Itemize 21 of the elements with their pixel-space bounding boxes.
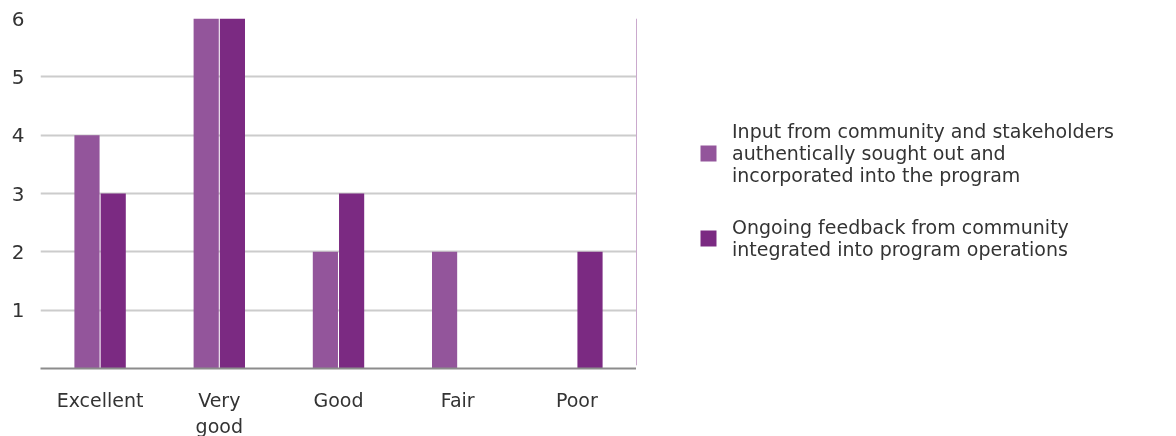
y-tick-label: 4 xyxy=(11,123,25,148)
legend-label: Ongoing feedback from community integrated into program operations xyxy=(732,216,1069,260)
y-tick-label: 2 xyxy=(11,239,25,264)
bar xyxy=(339,193,365,369)
bar xyxy=(432,251,458,369)
bar xyxy=(219,18,245,369)
y-tick-label: 3 xyxy=(11,181,25,206)
x-tick-label: Good xyxy=(313,388,364,411)
x-tick-label: Very good xyxy=(195,388,243,436)
legend-label: Input from community and stakeholders authentically sought out and incorporated into the program xyxy=(732,120,1114,186)
x-tick-label: Fair xyxy=(440,388,475,411)
x-tick-label: Poor xyxy=(555,388,599,411)
bar xyxy=(577,251,603,369)
bar xyxy=(100,193,126,369)
y-tick-label: 1 xyxy=(11,298,25,323)
bar xyxy=(312,251,338,369)
y-tick-label: 6 xyxy=(11,6,25,31)
x-tick-label: Excellent xyxy=(56,388,144,411)
bar xyxy=(193,18,219,369)
y-tick-label: 5 xyxy=(11,64,25,89)
bar xyxy=(74,135,100,369)
